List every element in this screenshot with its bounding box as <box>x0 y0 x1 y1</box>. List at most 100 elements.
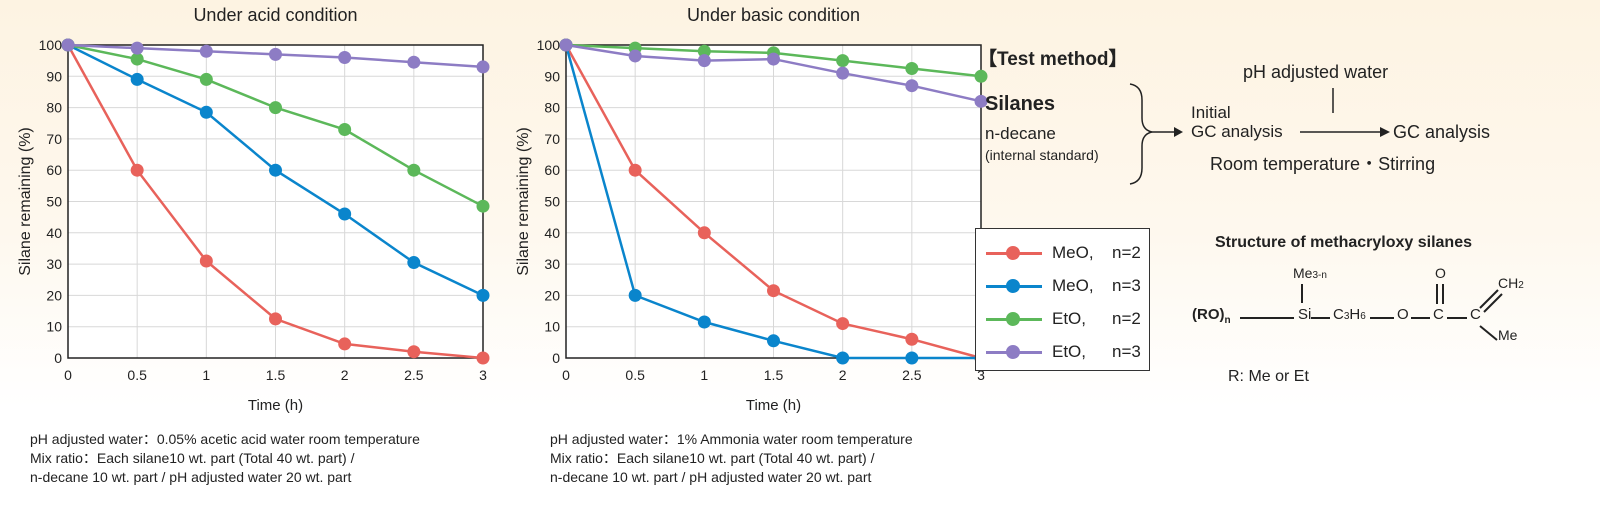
initial-label: Initial <box>1191 103 1231 122</box>
legend-item: MeO, n=2 <box>986 243 1141 263</box>
decane-label: n-decane <box>985 124 1056 143</box>
x-tick-label: 1 <box>700 367 708 383</box>
note-line: pH adjusted water：0.05% acetic acid wate… <box>30 431 420 447</box>
double-bond <box>1483 293 1503 313</box>
x-tick-label: 1.5 <box>764 367 784 383</box>
o-atom: O <box>1397 306 1409 323</box>
y-tick-label: 20 <box>544 287 560 303</box>
data-point <box>338 123 352 137</box>
double-bond <box>1479 289 1499 309</box>
data-point <box>407 345 421 359</box>
data-point <box>476 199 490 213</box>
data-point <box>269 47 282 61</box>
legend-n: n=2 <box>1112 309 1141 328</box>
c3h6-group: C3H6 <box>1333 306 1366 323</box>
data-point <box>476 351 490 365</box>
data-point <box>407 256 421 270</box>
acid-notes: pH adjusted water：0.05% acetic acid wate… <box>30 430 420 487</box>
legend-item: MeO, n=3 <box>986 276 1141 296</box>
y-tick-label: 40 <box>544 225 560 241</box>
vinyl-c: C <box>1470 306 1481 323</box>
y-tick-label: 100 <box>537 37 561 53</box>
data-point <box>628 163 642 177</box>
data-point <box>407 163 421 177</box>
y-tick-label: 0 <box>54 350 62 366</box>
data-point <box>974 69 988 83</box>
gc-analysis-1: GC analysis <box>1191 122 1283 141</box>
data-point <box>407 55 421 69</box>
data-point <box>836 317 850 331</box>
note-line: pH adjusted water：1% Ammonia water room … <box>550 431 913 447</box>
data-point <box>269 312 282 326</box>
y-tick-label: 60 <box>544 162 560 178</box>
x-tick-label: 2 <box>341 367 349 383</box>
carbonyl-o: O <box>1435 265 1446 281</box>
data-point <box>905 61 919 75</box>
data-point <box>338 337 352 351</box>
ph-water-label: pH adjusted water <box>1243 62 1389 82</box>
legend-label: EtO, <box>1052 309 1087 328</box>
legend-swatch <box>986 345 1042 359</box>
structure-title: Structure of methacryloxy silanes <box>1215 234 1472 251</box>
y-tick-label: 80 <box>544 100 560 116</box>
y-tick-label: 40 <box>46 225 62 241</box>
data-point <box>559 38 573 52</box>
y-tick-label: 30 <box>46 256 62 272</box>
x-tick-label: 3 <box>479 367 487 383</box>
x-tick-label: 1 <box>202 367 210 383</box>
y-tick-label: 70 <box>544 131 560 147</box>
brace <box>1129 83 1153 185</box>
me-methyl: Me <box>1498 327 1518 343</box>
y-tick-label: 20 <box>46 287 62 303</box>
y-tick-label: 30 <box>544 256 560 272</box>
note-line: Mix ratio：Each silane10 wt. part (Total … <box>30 450 355 466</box>
method-title: 【Test method】 <box>978 49 1128 70</box>
me-group: Me3-n <box>1293 265 1327 281</box>
y-tick-label: 90 <box>46 68 62 84</box>
x-tick-label: 0.5 <box>127 367 147 383</box>
x-tick-label: 0.5 <box>625 367 645 383</box>
y-tick-label: 0 <box>552 350 560 366</box>
legend-n: n=2 <box>1112 243 1141 262</box>
x-tick-label: 2 <box>839 367 847 383</box>
legend-item: EtO, n=2 <box>986 309 1141 329</box>
x-tick-label: 3 <box>977 367 985 383</box>
y-tick-label: 70 <box>46 131 62 147</box>
arrow-head-icon <box>1380 127 1390 137</box>
data-point <box>269 101 282 115</box>
ro-group: (RO)n <box>1192 306 1231 326</box>
data-point <box>767 334 780 348</box>
data-point <box>767 52 780 66</box>
carbonyl-c: C <box>1433 306 1444 323</box>
chart-title: Under basic condition <box>687 5 860 25</box>
plot-frame <box>565 44 982 359</box>
data-point <box>199 254 213 268</box>
data-point <box>628 49 642 63</box>
data-point <box>697 54 711 68</box>
si-atom: Si <box>1298 306 1312 323</box>
data-point <box>130 72 144 86</box>
x-axis-label: Time (h) <box>746 397 801 414</box>
legend-label: MeO, <box>1052 243 1094 262</box>
legend-label: EtO, <box>1052 342 1087 361</box>
note-line: n-decane 10 wt. part / pH adjusted water… <box>30 469 352 485</box>
data-point <box>130 52 144 66</box>
y-tick-label: 50 <box>544 194 560 210</box>
y-tick-label: 90 <box>544 68 560 84</box>
data-point <box>338 51 352 65</box>
data-point <box>697 226 711 240</box>
y-tick-label: 10 <box>544 319 560 335</box>
y-tick-label: 100 <box>39 37 63 53</box>
legend-swatch <box>986 312 1042 326</box>
data-point <box>338 207 352 221</box>
data-point <box>269 163 282 177</box>
y-tick-label: 50 <box>46 194 62 210</box>
note-line: Mix ratio：Each silane10 wt. part (Total … <box>550 450 875 466</box>
arrow-head-icon <box>1174 127 1183 137</box>
data-point <box>476 60 490 74</box>
basic-notes: pH adjusted water：1% Ammonia water room … <box>550 430 913 487</box>
data-point <box>697 315 711 329</box>
data-point <box>199 105 213 119</box>
legend-n: n=3 <box>1112 342 1141 361</box>
legend-swatch <box>986 279 1042 293</box>
